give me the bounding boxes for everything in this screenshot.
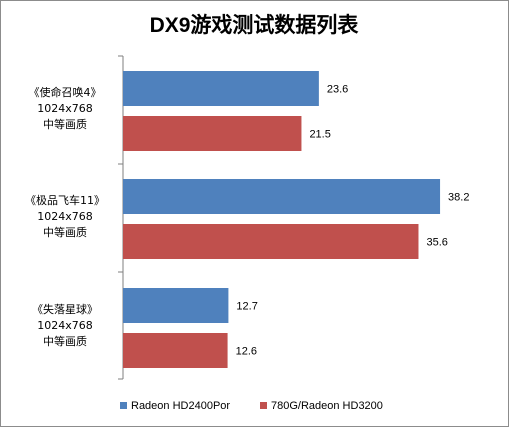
category-label-name: 《失落星球》 [32,302,98,316]
bar-hd2400-1 [123,179,441,214]
category-label-quality: 中等画质 [43,117,87,131]
data-label: 21.5 [309,129,330,141]
legend-label-hd3200: 780G/Radeon HD3200 [271,400,383,412]
legend-swatch-hd2400 [120,402,127,409]
bar-hd3200-1 [123,224,419,259]
legend: Radeon HD2400Por 780G/Radeon HD3200 [120,400,383,412]
chart-title: DX9游戏测试数据列表 [150,13,360,37]
category-label-resolution: 1024x768 [37,319,93,332]
data-label: 12.7 [236,301,257,313]
plot-area: 23.6 21.5 《使命召唤4》 1024x768 中等画质 38.2 35.6 《极品飞车… [25,55,469,380]
legend-label-hd2400: Radeon HD2400Por [131,400,230,412]
category-label-resolution: 1024x768 [37,102,93,115]
bar-hd2400-2 [123,288,229,323]
data-label: 35.6 [426,237,447,249]
bar-hd2400-0 [123,71,319,106]
data-label: 12.6 [236,346,257,358]
bar-hd3200-0 [123,116,302,151]
category-label-resolution: 1024x768 [37,210,93,223]
legend-swatch-hd3200 [260,402,267,409]
data-label: 38.2 [448,192,469,204]
bar-hd3200-2 [123,333,228,368]
data-label: 23.6 [327,84,348,96]
category-label-quality: 中等画质 [43,334,87,348]
category-label-quality: 中等画质 [43,225,87,239]
category-label-name: 《极品飞车11》 [25,193,105,207]
category-label-name: 《使命召唤4》 [29,85,102,99]
